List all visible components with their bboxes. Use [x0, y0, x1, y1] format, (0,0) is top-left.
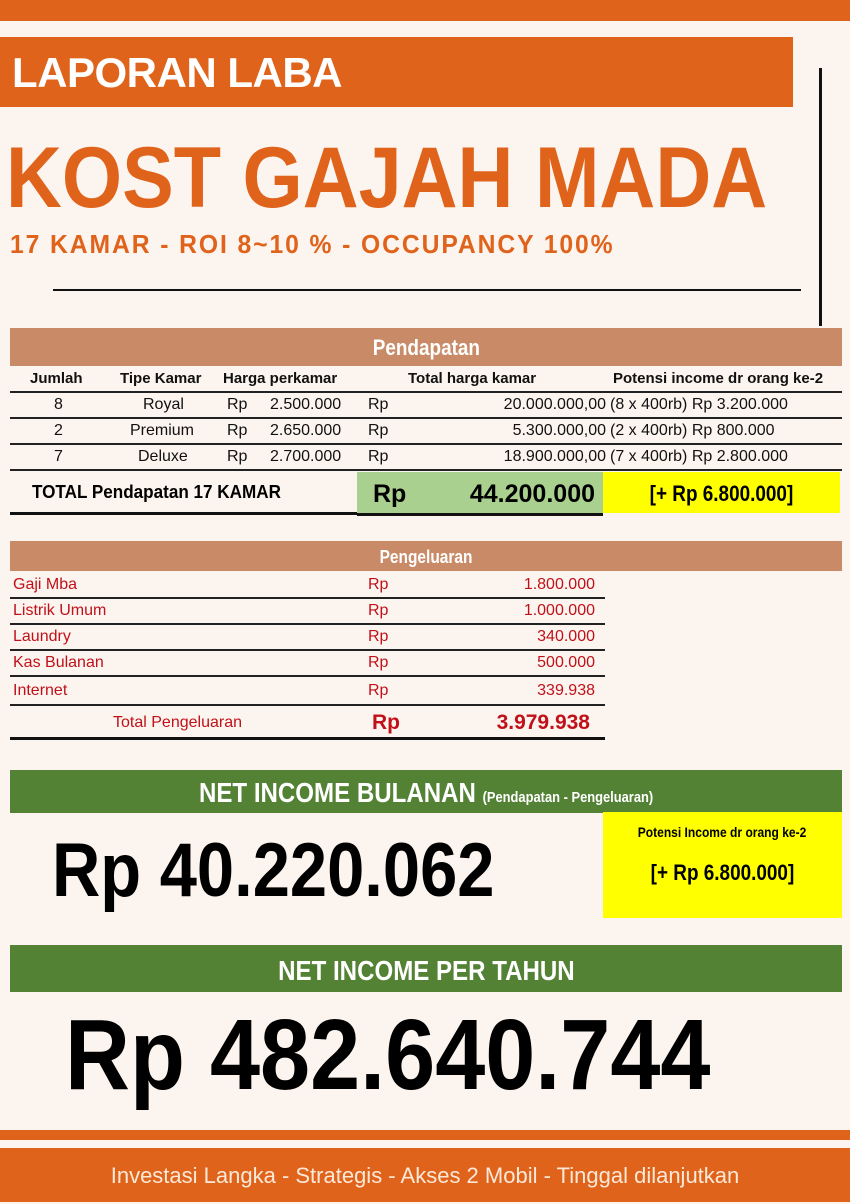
expense-label: Kas Bulanan — [13, 654, 104, 671]
currency: Rp — [368, 576, 389, 593]
qty: 7 — [54, 448, 63, 465]
expense-label: Internet — [13, 682, 68, 699]
top-bar — [0, 0, 850, 21]
total: 20.000.000,00 — [503, 396, 606, 413]
income-total-cell: Rp 44.200.000 — [357, 472, 603, 516]
subtitle: 17 KAMAR - ROI 8~10 % - OCCUPANCY 100% — [10, 229, 615, 259]
monthly-title: NET INCOME BULANAN — [198, 777, 476, 808]
currency: Rp — [368, 628, 389, 645]
divider — [10, 512, 357, 515]
currency: Rp — [368, 682, 389, 699]
currency: Rp — [227, 396, 248, 413]
expense-row: Laundry Rp 340.000 — [10, 624, 605, 651]
report-label: LAPORAN LABA — [12, 49, 342, 96]
currency: Rp — [368, 448, 389, 465]
price: 2.650.000 — [270, 422, 342, 439]
income-column-headers: Jumlah Tipe Kamar Harga perkamar Total h… — [10, 366, 842, 393]
monthly-potential-value: [+ Rp 6.800.000] — [650, 860, 795, 885]
currency: Rp — [372, 711, 400, 734]
page-title: KOST GAJAH MADA — [6, 130, 768, 226]
price: 2.500.000 — [270, 396, 342, 413]
expense-row: Internet Rp 339.938 — [10, 676, 605, 706]
monthly-potential-box: Potensi Income dr orang ke-2 [+ Rp 6.800… — [603, 812, 842, 918]
price: 2.700.000 — [270, 448, 342, 465]
expense-value: 340.000 — [537, 628, 595, 645]
room-type: Royal — [143, 396, 184, 413]
expense-total-row: Total Pengeluaran Rp 3.979.938 — [10, 706, 605, 740]
potential: (8 x 400rb) Rp 3.200.000 — [610, 396, 788, 413]
expense-row: Listrik Umum Rp 1.000.000 — [10, 598, 605, 625]
income-row: 7 Deluxe Rp 2.700.000 Rp 18.900.000,00 (… — [10, 444, 842, 471]
room-type: Premium — [130, 422, 195, 439]
potential: (2 x 400rb) Rp 800.000 — [610, 422, 775, 439]
qty: 8 — [54, 396, 63, 413]
income-section-header: Pendapatan — [10, 328, 842, 366]
expense-section-header: Pengeluaran — [10, 541, 842, 571]
expense-label: Gaji Mba — [13, 576, 78, 593]
footer-tagline: Investasi Langka - Strategis - Akses 2 M… — [110, 1163, 740, 1188]
monthly-note: (Pendapatan - Pengeluaran) — [482, 789, 654, 806]
currency: Rp — [368, 422, 389, 439]
yearly-net-income-value: Rp 482.640.744 — [65, 999, 711, 1111]
col-total-harga: Total harga kamar — [408, 370, 537, 387]
expense-value: 1.000.000 — [523, 602, 595, 619]
title-divider — [53, 289, 801, 291]
col-harga-perkamar: Harga perkamar — [223, 370, 338, 387]
expense-value: 500.000 — [537, 654, 595, 671]
expense-value: 1.800.000 — [523, 576, 595, 593]
col-potensi: Potensi income dr orang ke-2 — [613, 370, 824, 387]
monthly-banner-text: NET INCOME BULANAN (Pendapatan - Pengelu… — [199, 770, 653, 821]
footer-bar: Investasi Langka - Strategis - Akses 2 M… — [0, 1148, 850, 1202]
expense-label: Listrik Umum — [13, 602, 107, 619]
expense-total-value: 3.979.938 — [496, 711, 590, 734]
income-total-potential: [+ Rp 6.800.000] — [603, 472, 840, 513]
col-tipe-kamar: Tipe Kamar — [120, 370, 202, 387]
income-row: 2 Premium Rp 2.650.000 Rp 5.300.000,00 (… — [10, 418, 842, 445]
yearly-net-income-banner: NET INCOME PER TAHUN — [10, 945, 842, 992]
income-total-value: 44.200.000 — [469, 480, 595, 508]
income-row: 8 Royal Rp 2.500.000 Rp 20.000.000,00 (8… — [10, 392, 842, 419]
monthly-potential-label: Potensi Income dr orang ke-2 — [638, 824, 807, 840]
currency: Rp — [227, 422, 248, 439]
currency: Rp — [227, 448, 248, 465]
total: 5.300.000,00 — [512, 422, 606, 439]
report-label-banner: LAPORAN LABA — [0, 37, 793, 107]
monthly-net-income-banner: NET INCOME BULANAN (Pendapatan - Pengelu… — [10, 770, 842, 813]
expense-total-label: Total Pengeluaran — [113, 714, 242, 731]
currency: Rp — [368, 654, 389, 671]
qty: 2 — [54, 422, 63, 439]
vertical-rule — [819, 68, 822, 326]
income-total-label: TOTAL Pendapatan 17 KAMAR — [32, 482, 281, 502]
expense-value: 339.938 — [537, 682, 595, 699]
room-type: Deluxe — [138, 448, 188, 465]
monthly-net-income-value: Rp 40.220.062 — [52, 828, 495, 913]
total: 18.900.000,00 — [503, 448, 606, 465]
col-jumlah: Jumlah — [30, 370, 83, 387]
income-total-row: TOTAL Pendapatan 17 KAMAR Rp 44.200.000 … — [10, 472, 842, 516]
expense-row: Gaji Mba Rp 1.800.000 — [10, 572, 605, 599]
expense-label: Laundry — [13, 628, 71, 645]
expense-row: Kas Bulanan Rp 500.000 — [10, 650, 605, 677]
currency: Rp — [368, 602, 389, 619]
potential: (7 x 400rb) Rp 2.800.000 — [610, 448, 788, 465]
footer-stripe — [0, 1130, 850, 1140]
currency: Rp — [368, 396, 389, 413]
income-total-currency: Rp — [373, 480, 407, 508]
